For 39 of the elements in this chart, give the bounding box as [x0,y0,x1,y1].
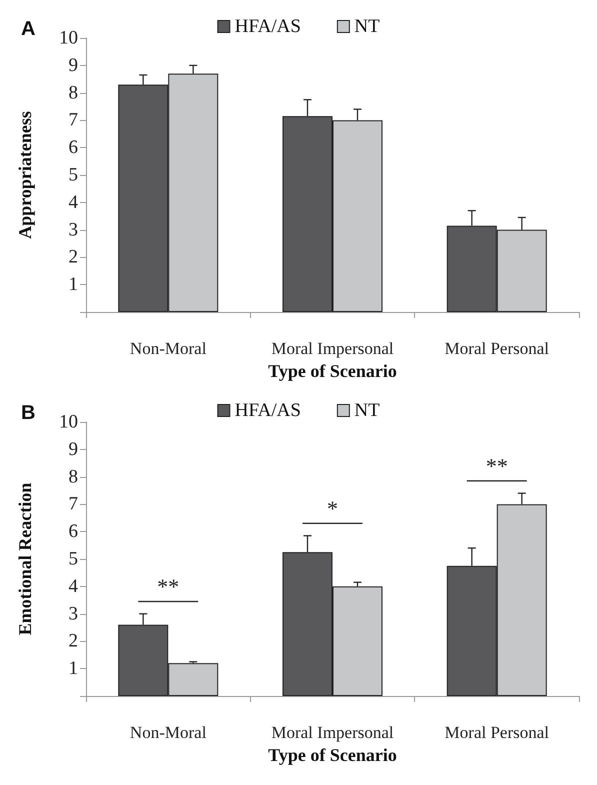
y-tick-label: 6 [68,521,78,542]
legend-label: NT [354,400,380,421]
y-tick-label: 3 [68,219,78,240]
y-tick-label: 9 [68,438,78,460]
annotation: * [327,496,338,521]
x-tick-label: Non-Moral [130,339,207,358]
y-tick-label: 3 [68,603,78,624]
x-axis-title: Type of Scenario [268,360,397,381]
y-tick-label: 5 [68,548,78,570]
y-axis-title: Emotional Reaction [15,482,35,636]
y-tick-label: 1 [68,658,78,680]
y-axis-title: Appropriateness [15,111,35,239]
x-axis-title: Type of Scenario [268,744,397,765]
x-tick-label: Moral Impersonal [271,723,394,742]
y-tick-label: 7 [68,110,78,131]
x-tick-label: Moral Personal [444,723,550,742]
y-tick-label: 4 [68,192,78,213]
y-tick-label: 10 [59,412,78,432]
x-tick-label: Moral Personal [444,339,550,358]
annotation: ** [157,574,180,599]
y-tick-label: 7 [68,494,78,515]
y-tick-label: 8 [68,82,78,104]
y-tick-label: 2 [68,246,78,268]
y-tick-label: 10 [59,28,78,48]
y-tick-label: 9 [68,54,78,76]
chart-title: A [21,18,36,40]
y-tick-label: 8 [68,466,78,488]
legend-label: NT [354,16,380,37]
y-tick-label: 5 [68,164,78,186]
legend-label: HFA/AS [234,16,301,37]
x-tick-label: Non-Moral [130,723,207,742]
y-tick-label: 1 [68,274,78,296]
y-tick-label: 2 [68,630,78,652]
x-tick-label: Moral Impersonal [271,339,394,358]
y-tick-label: 4 [68,576,78,597]
legend-label: HFA/AS [234,400,301,421]
chart-title: B [21,402,36,424]
annotation: ** [486,453,508,478]
y-tick-label: 6 [68,137,78,158]
